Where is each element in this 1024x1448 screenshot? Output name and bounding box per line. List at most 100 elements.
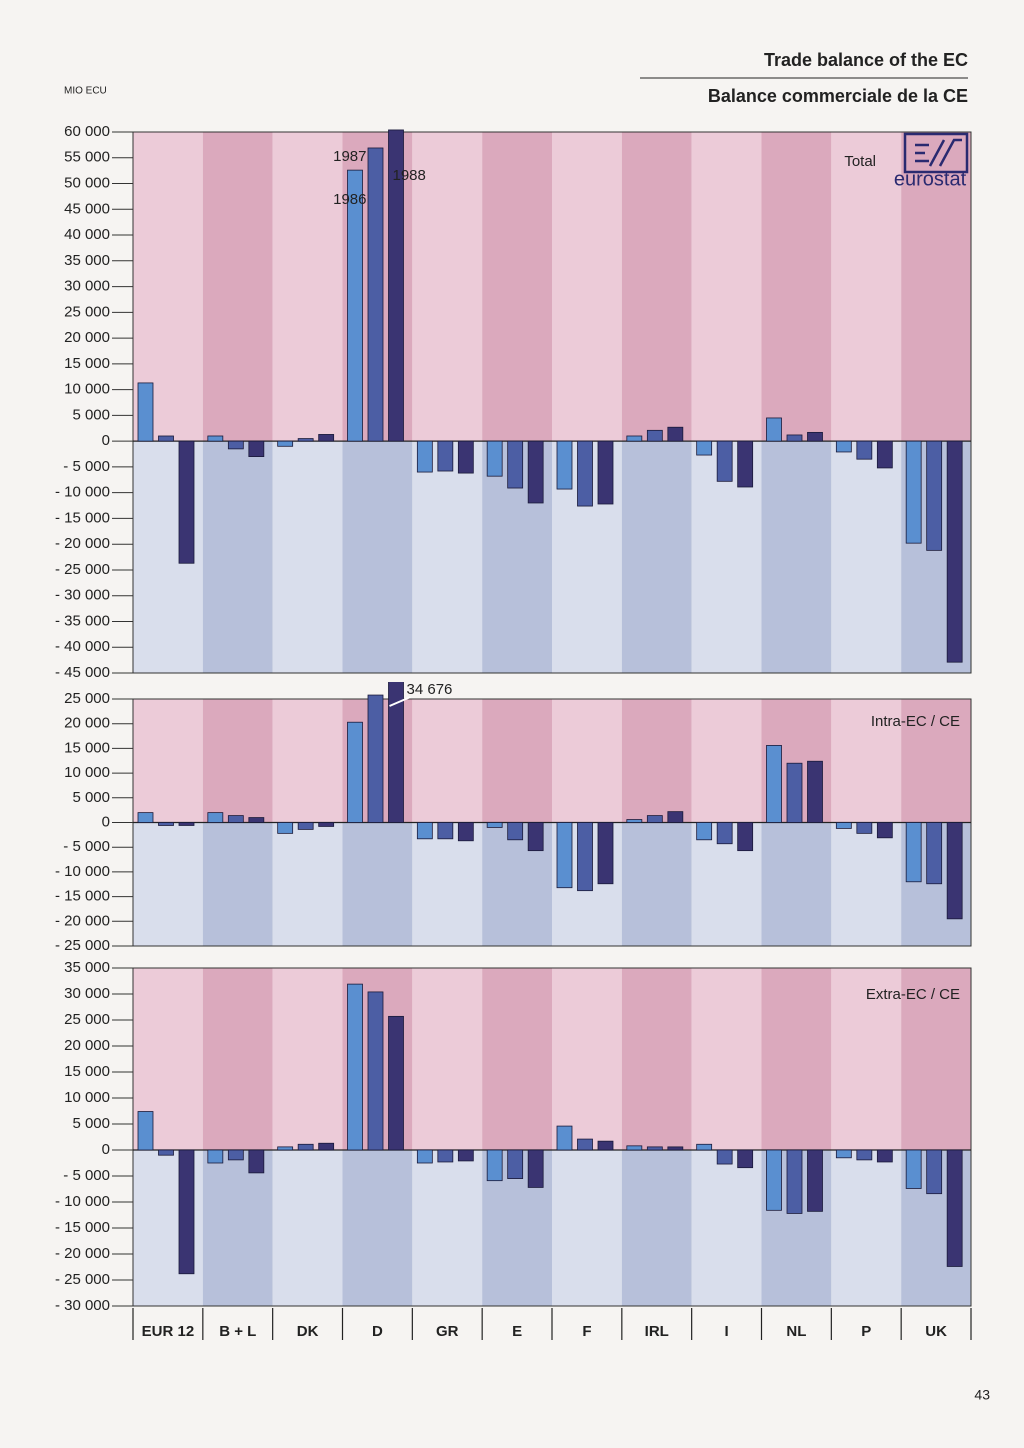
band-lower — [552, 1150, 622, 1306]
bar — [367, 147, 384, 442]
bar — [876, 822, 893, 839]
bar — [556, 440, 573, 490]
y-tick-label: 0 — [102, 432, 110, 449]
band-lower — [831, 822, 902, 946]
bar — [227, 815, 244, 823]
band-upper — [761, 132, 832, 442]
band-upper — [621, 968, 692, 1150]
bar — [318, 1142, 335, 1151]
x-tick-label: DK — [297, 1323, 319, 1340]
y-tick-label: 15 000 — [64, 355, 110, 372]
y-tick-label: 25 000 — [64, 1011, 110, 1028]
y-tick-label: - 40 000 — [55, 638, 110, 655]
bar — [457, 822, 474, 842]
band-upper — [552, 968, 622, 1150]
y-tick-label: - 10 000 — [55, 484, 110, 501]
bar — [876, 440, 893, 469]
bar — [716, 822, 733, 845]
annotation-leader — [389, 696, 411, 707]
bar — [486, 822, 503, 828]
bar — [856, 440, 873, 460]
panel-label: Total — [844, 153, 876, 170]
bar — [786, 434, 803, 442]
x-tick-label: IRL — [645, 1323, 669, 1340]
y-tick-label: - 25 000 — [55, 1271, 110, 1288]
bar — [667, 426, 684, 442]
y-tick-label: - 15 000 — [55, 888, 110, 905]
plot-frame — [132, 131, 972, 674]
x-tick-label: I — [724, 1323, 728, 1340]
band-upper — [901, 699, 971, 823]
bar — [766, 745, 782, 823]
y-tick-label: - 10 000 — [55, 1193, 110, 1210]
bar — [716, 440, 733, 482]
bar — [347, 721, 363, 823]
band-upper — [412, 968, 483, 1150]
bar — [835, 440, 852, 453]
band-upper — [901, 132, 971, 442]
band-upper — [202, 968, 273, 1150]
bar — [227, 1149, 244, 1161]
bar — [646, 1146, 663, 1151]
bar — [577, 1138, 593, 1151]
bars — [137, 129, 963, 663]
bar — [946, 822, 963, 920]
y-tick-label: 30 000 — [64, 985, 110, 1002]
series-label: 1988 — [393, 167, 426, 184]
bar — [766, 417, 782, 442]
bar — [597, 1140, 614, 1151]
band-lower — [272, 1150, 343, 1306]
y-tick-label: 20 000 — [64, 1037, 110, 1054]
bar — [388, 129, 404, 442]
y-tick-label: 10 000 — [64, 1089, 110, 1106]
bar — [367, 694, 384, 823]
y-tick-label: - 25 000 — [55, 937, 110, 954]
band-upper — [621, 699, 692, 823]
y-tick-label: - 10 000 — [55, 863, 110, 880]
x-tick-label: UK — [925, 1323, 947, 1340]
bar — [277, 440, 294, 447]
bar — [807, 431, 823, 442]
title: Trade balance of the EC — [764, 50, 968, 70]
bar — [696, 440, 713, 456]
bar — [178, 440, 195, 564]
band-upper — [482, 968, 552, 1150]
bars — [137, 682, 963, 920]
bar — [835, 822, 852, 829]
band-upper — [552, 699, 622, 823]
band-lower — [202, 822, 273, 946]
y-tick-label: 10 000 — [64, 381, 110, 398]
logo-text: eurostat — [894, 168, 967, 190]
panel-label: Intra-EC / CE — [871, 713, 960, 730]
y-tick-label: 35 000 — [64, 252, 110, 269]
band-lower — [202, 441, 273, 673]
y-tick-label: - 20 000 — [55, 1245, 110, 1262]
x-tick-label: GR — [436, 1323, 459, 1340]
bar — [926, 1149, 943, 1195]
bar — [597, 440, 614, 505]
y-tick-label: 15 000 — [64, 739, 110, 756]
bar — [527, 1149, 544, 1188]
bar — [137, 1111, 154, 1151]
band-upper — [133, 699, 203, 823]
bar — [388, 1015, 404, 1151]
band-upper — [272, 968, 343, 1150]
band-lower — [761, 822, 832, 946]
bar — [577, 822, 593, 892]
y-tick-label: - 5 000 — [63, 458, 110, 475]
bar — [716, 1149, 733, 1165]
band-upper — [901, 968, 971, 1150]
x-tick-label: P — [861, 1323, 871, 1340]
band-lower — [621, 1150, 692, 1306]
y-tick-label: 40 000 — [64, 226, 110, 243]
bar — [297, 438, 314, 442]
bar — [766, 1149, 782, 1211]
bar — [926, 822, 943, 885]
band-lower — [133, 822, 203, 946]
bar — [207, 435, 224, 442]
bar — [416, 440, 433, 473]
bar — [737, 822, 754, 852]
bars — [137, 983, 963, 1275]
bar — [158, 1149, 174, 1156]
